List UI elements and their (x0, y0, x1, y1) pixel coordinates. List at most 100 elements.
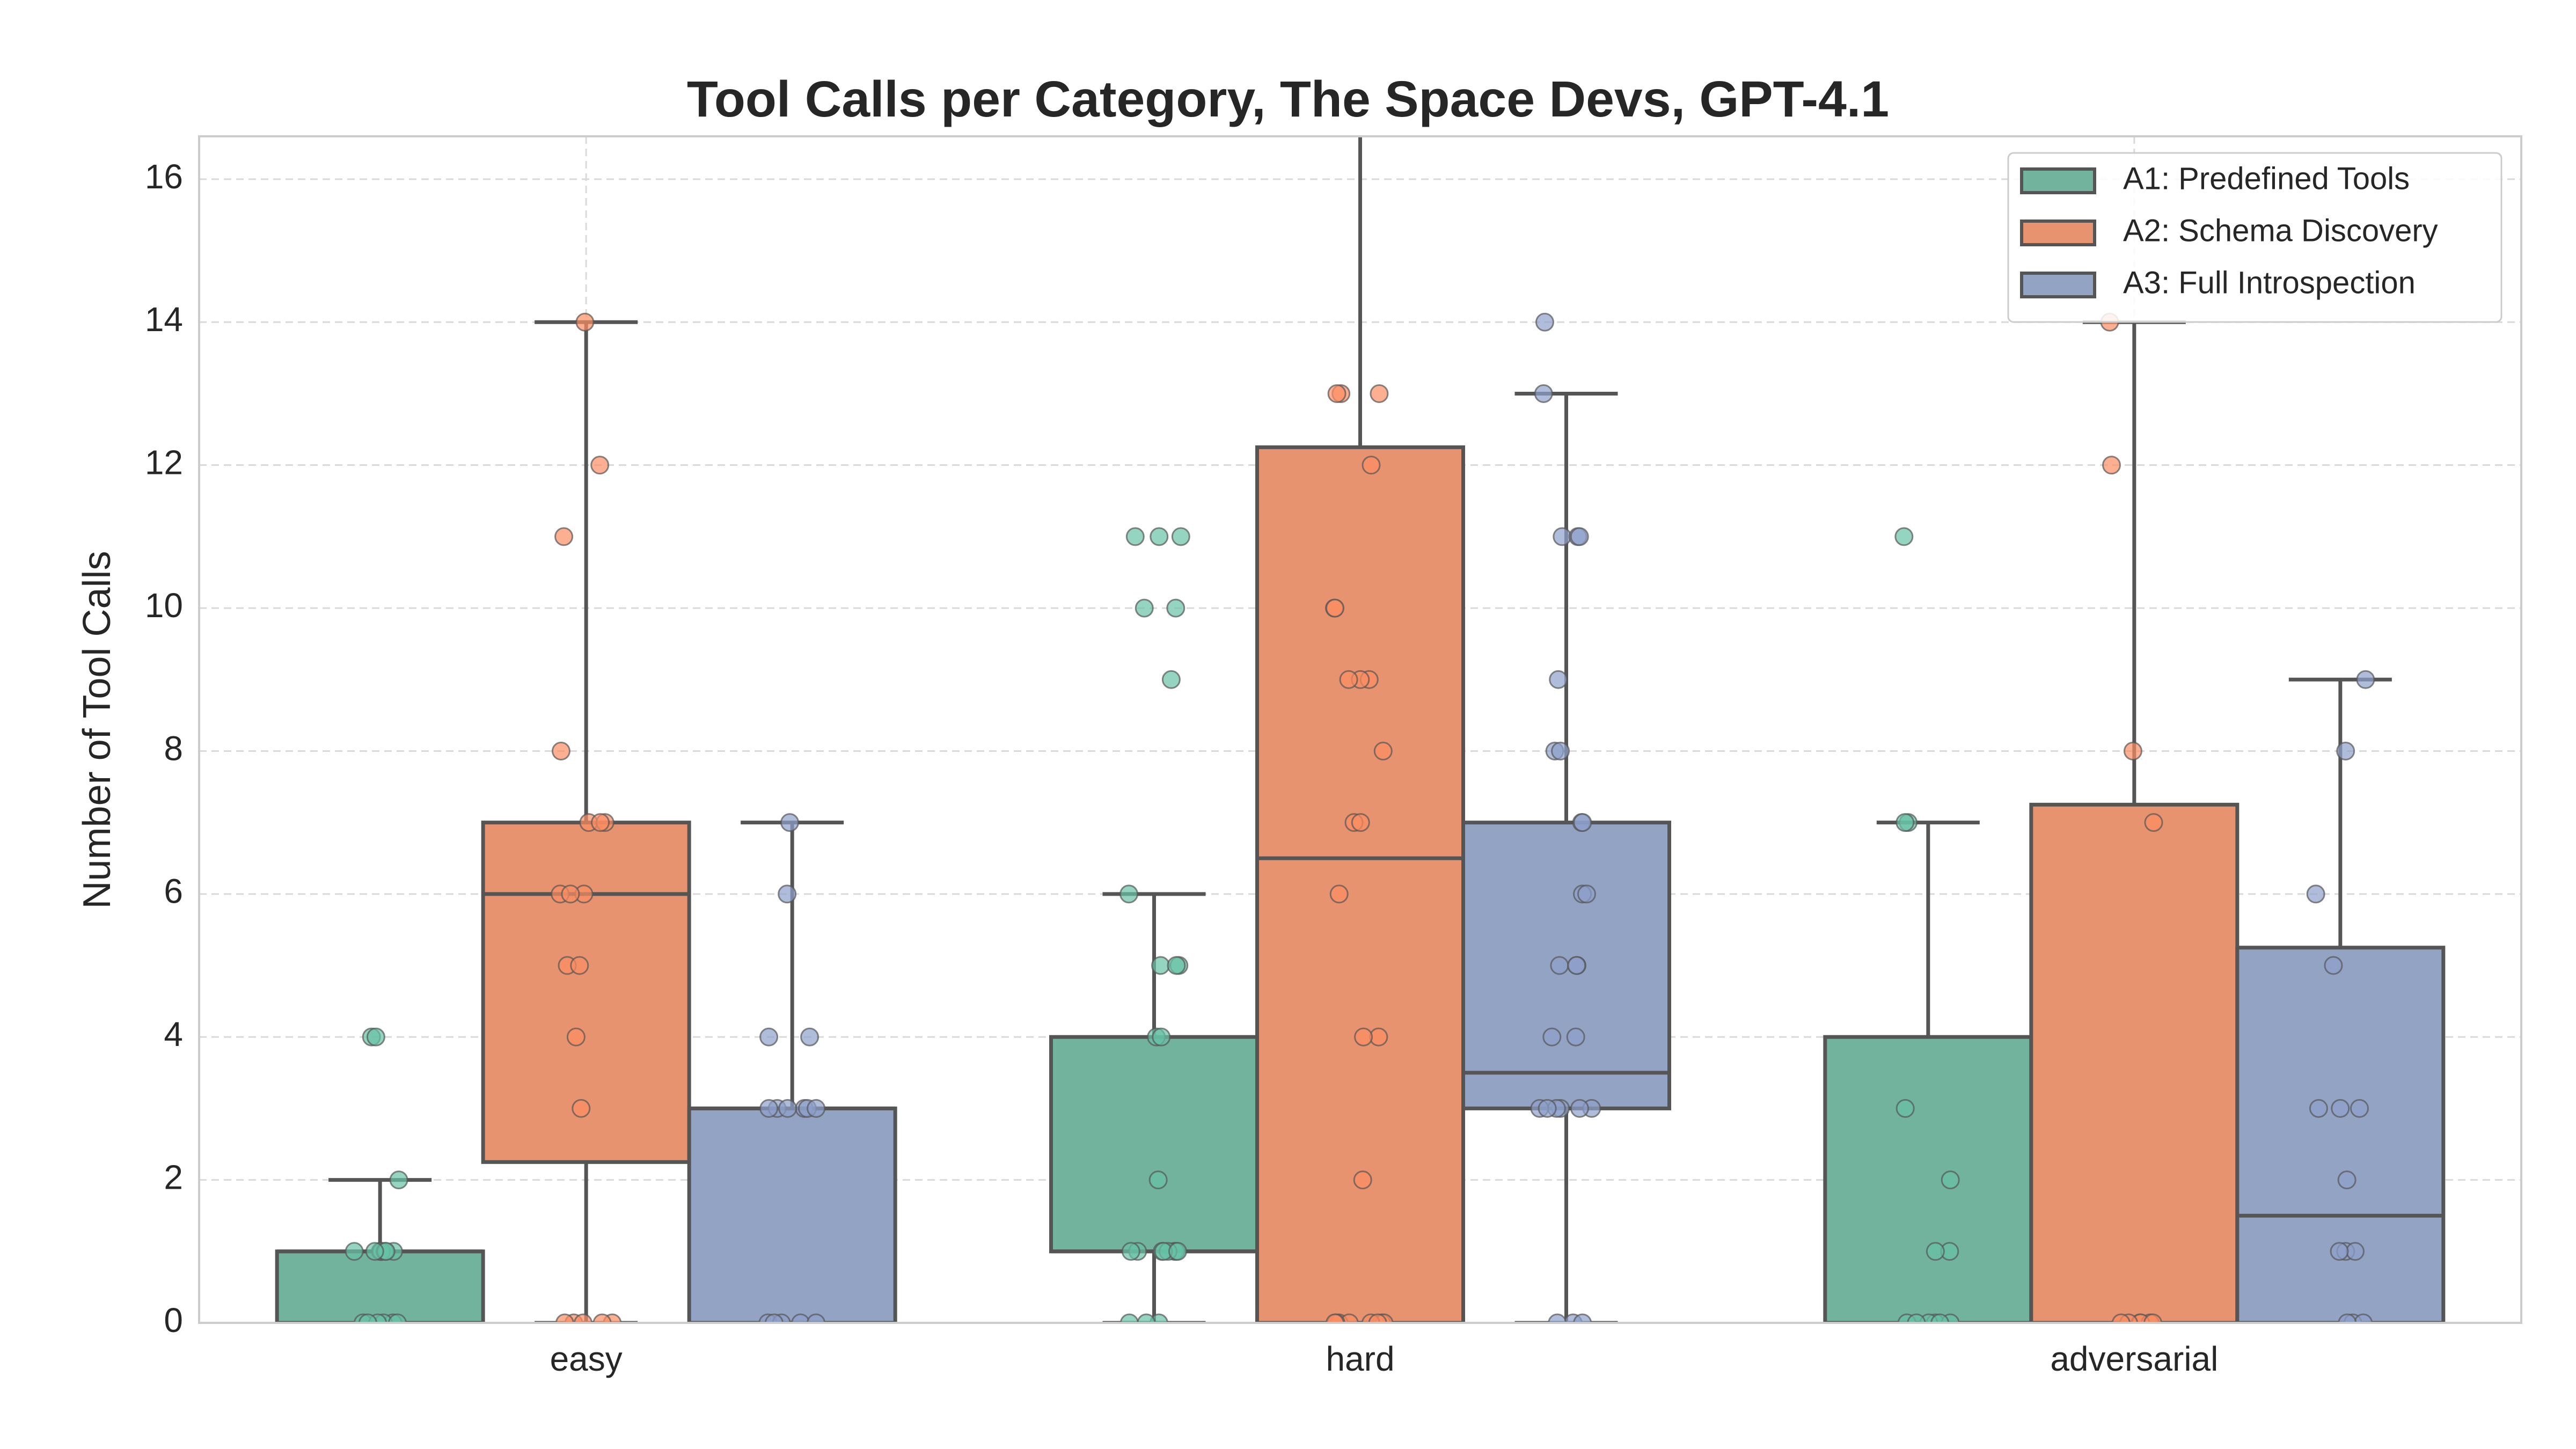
box (1255, 445, 1465, 1323)
strip-point (366, 1027, 385, 1046)
strip-point (1353, 1170, 1372, 1190)
strip-point (561, 884, 580, 904)
box-group (275, 1178, 485, 1323)
strip-point (1354, 1027, 1373, 1046)
strip-point (2324, 956, 2343, 975)
strip-point (2338, 1313, 2357, 1323)
strip-point (2144, 813, 2163, 832)
legend-frame (2007, 152, 2502, 323)
strip-point (1351, 813, 1370, 832)
strip-point (1570, 1099, 1589, 1118)
strip-point (590, 456, 610, 475)
box (2235, 946, 2446, 1323)
strip-point (1551, 741, 1570, 760)
box-group (2029, 320, 2240, 1323)
strip-point (2111, 1313, 2131, 1323)
y-tick-label: 4 (164, 1015, 183, 1053)
strip-point (572, 1099, 591, 1118)
strip-point (1896, 1099, 1915, 1118)
y-tick-label: 14 (145, 300, 183, 339)
box-group (1049, 892, 1259, 1323)
strip-point (778, 884, 797, 904)
strip-point (764, 1313, 784, 1323)
legend-label: A1: Predefined Tools (2123, 161, 2410, 196)
strip-point (1926, 1242, 1945, 1261)
strip-point (1573, 1313, 1592, 1323)
strip-point (1542, 1027, 1562, 1046)
legend: A1: Predefined Tools A2: Schema Discovery… (2007, 152, 2502, 323)
legend-label: A2: Schema Discovery (2123, 213, 2438, 248)
strip-point (551, 741, 570, 760)
strip-point (1373, 741, 1393, 760)
strip-point (759, 1027, 779, 1046)
strip-point (1567, 956, 1586, 975)
strip-point (1325, 1313, 1344, 1323)
strip-point (780, 813, 800, 832)
x-tick-label: adversarial (2050, 1340, 2218, 1378)
box (275, 1249, 485, 1323)
strip-point (591, 813, 610, 832)
strip-point (2356, 670, 2375, 689)
ticks: 0 2 4 6 8 10 12 14 16 easy hard adversarial (145, 157, 2219, 1378)
strip-point (1161, 670, 1181, 689)
strip-point (1168, 1242, 1188, 1261)
strip-point (1549, 670, 1568, 689)
strip-point (1119, 884, 1139, 904)
y-axis-label: Number of Tool Calls (76, 551, 119, 909)
strip-point (1368, 1313, 1387, 1323)
y-tick-label: 2 (164, 1158, 183, 1197)
strip-point (1150, 527, 1169, 546)
strip-point (2354, 1313, 2373, 1323)
strip-point (1171, 527, 1190, 546)
strip-point (554, 527, 574, 546)
strip-point (2336, 741, 2355, 760)
strip-point (1166, 598, 1185, 618)
strip-point (807, 1099, 826, 1118)
legend-swatch (2020, 167, 2096, 194)
strip-point (1119, 1313, 1139, 1323)
strip-point (1573, 813, 1592, 832)
strip-point (1550, 956, 1569, 975)
strip-point (592, 1313, 612, 1323)
strip-point (1370, 384, 1389, 403)
chart-title: Tool Calls per Category, The Space Devs,… (687, 71, 1889, 128)
strip-point (791, 1313, 810, 1323)
strip-point (1930, 1313, 1950, 1323)
strip-point (2309, 1099, 2328, 1118)
legend-swatch (2020, 272, 2096, 298)
box-group (687, 821, 897, 1323)
strip-point (345, 1242, 364, 1261)
y-tick-label: 0 (164, 1301, 183, 1340)
box (687, 1106, 897, 1323)
strip-point (1570, 527, 1589, 546)
strip-point (2306, 884, 2325, 904)
strip-point (1167, 956, 1186, 975)
strip-point (566, 1027, 586, 1046)
strip-point (2143, 1313, 2162, 1323)
y-tick-label: 16 (145, 157, 183, 196)
strip-point (555, 1313, 574, 1323)
strip-point (1907, 1313, 1926, 1323)
strip-point (1329, 884, 1349, 904)
strip-point (2345, 1242, 2365, 1261)
box (1823, 1035, 2033, 1323)
strip-point (2331, 1099, 2350, 1118)
strip-point (2337, 1170, 2357, 1190)
strip-point (1135, 598, 1154, 618)
strip-point (1151, 956, 1170, 975)
x-tick-label: easy (550, 1340, 623, 1378)
strip-point (1148, 1170, 1168, 1190)
strip-point (1137, 1313, 1156, 1323)
strip-point (1553, 527, 1572, 546)
strip-point (1548, 1313, 1567, 1323)
strip-point (1327, 384, 1346, 403)
strip-point (1896, 813, 1915, 832)
strip-point (1941, 1170, 1960, 1190)
strip-point (1538, 1099, 1557, 1118)
y-tick-label: 8 (164, 729, 183, 767)
strip-point (570, 956, 589, 975)
strip-point (1152, 1027, 1171, 1046)
box (1049, 1035, 1259, 1254)
y-tick-label: 10 (145, 586, 183, 625)
